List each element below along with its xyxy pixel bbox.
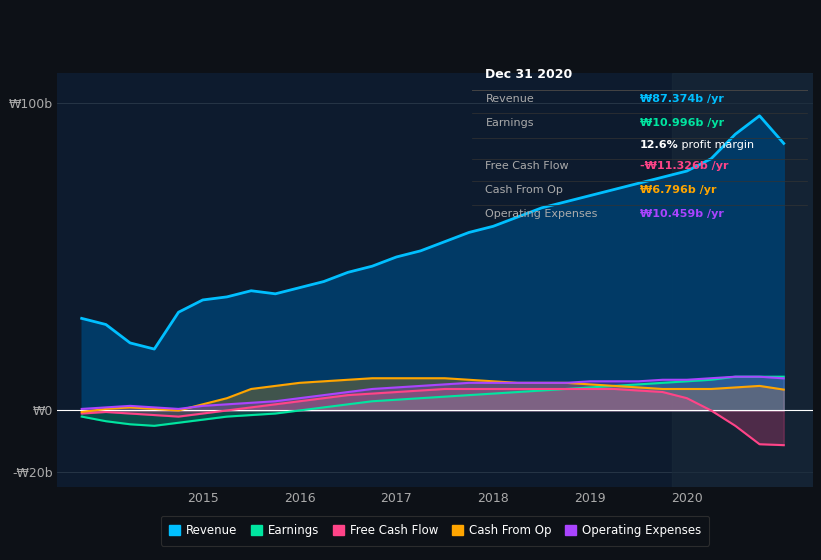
Text: ₩87.374b /yr: ₩87.374b /yr	[640, 94, 723, 104]
Text: Earnings: Earnings	[485, 118, 534, 128]
Text: ₩10.459b /yr: ₩10.459b /yr	[640, 209, 723, 219]
Text: Operating Expenses: Operating Expenses	[485, 209, 598, 219]
Text: Cash From Op: Cash From Op	[485, 185, 563, 195]
Text: Free Cash Flow: Free Cash Flow	[485, 161, 569, 171]
Text: Revenue: Revenue	[485, 94, 534, 104]
Text: -₩11.326b /yr: -₩11.326b /yr	[640, 161, 728, 171]
Text: 12.6%: 12.6%	[640, 139, 678, 150]
Text: Dec 31 2020: Dec 31 2020	[485, 68, 573, 81]
Text: profit margin: profit margin	[678, 139, 754, 150]
Bar	[672, 73, 818, 487]
Text: ₩6.796b /yr: ₩6.796b /yr	[640, 185, 716, 195]
Text: ₩10.996b /yr: ₩10.996b /yr	[640, 118, 723, 128]
Legend: Revenue, Earnings, Free Cash Flow, Cash From Op, Operating Expenses: Revenue, Earnings, Free Cash Flow, Cash …	[161, 516, 709, 545]
